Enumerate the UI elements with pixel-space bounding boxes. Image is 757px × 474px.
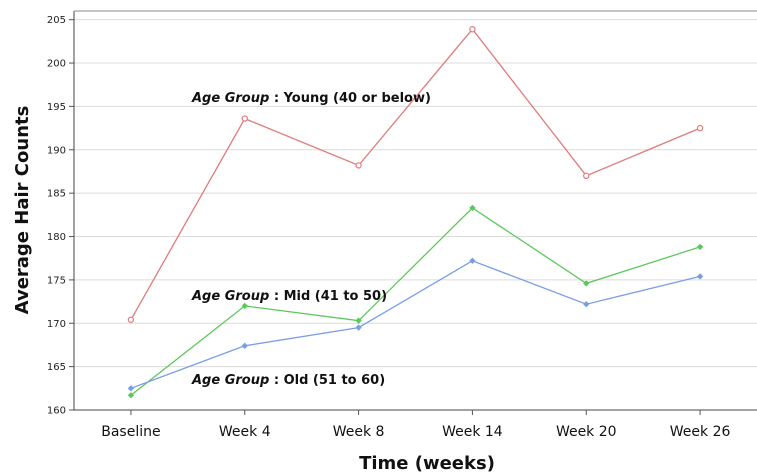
annotation-prefix: Age Group [191,289,269,304]
x-tick-label: Baseline [101,424,160,440]
series-0 [127,26,704,323]
data-point [241,115,248,122]
data-point [127,392,135,399]
x-axis-title: Time (weeks) [359,453,495,474]
series-annotation: Age Group : Mid (41 to 50) [191,289,387,304]
x-tick-label: Week 8 [333,424,385,440]
y-tick-label: 175 [47,275,66,286]
annotations: Age Group : Young (40 or below)Age Group… [191,91,431,388]
x-tick-label: Week 26 [670,424,731,440]
data-point [241,342,248,349]
data-point [469,26,476,33]
data-point [696,243,704,251]
x-tick-label: Week 20 [556,424,617,440]
annotation-separator: : [269,373,283,388]
annotation-text: Young (40 or below) [283,91,431,106]
y-tick-label: 195 [47,102,66,113]
series-line [130,207,701,396]
data-point [127,385,135,392]
y-tick-label: 185 [47,189,66,200]
series-2 [127,257,704,392]
axes: 160 165 170 175 180 185 190 195 200 205 Baseline We… [47,10,757,440]
data-point [241,302,248,310]
data-point [583,280,590,287]
series-1 [127,204,704,399]
annotation-separator: : [269,91,283,106]
x-tick-label: Week 14 [442,424,503,440]
x-tick-label: Week 4 [219,424,271,440]
series-line [130,260,701,389]
data-point [469,257,476,264]
y-tick-label: 160 [47,406,66,417]
data-point [127,316,135,323]
grid [74,19,757,411]
y-tick-label: 180 [47,232,66,243]
annotation-prefix: Age Group [191,91,269,106]
data-point [355,324,362,331]
data-point [583,301,590,308]
y-tick-label: 190 [47,145,66,156]
y-tick-label: 205 [47,15,66,26]
data-point [355,162,362,169]
series-line [130,28,701,321]
y-tick-label: 170 [47,319,66,330]
data-point [469,204,476,212]
series-layer [127,26,704,399]
data-point [696,124,704,132]
data-point [696,273,704,280]
annotation-text: Mid (41 to 50) [284,289,388,304]
y-axis-title: Average Hair Counts [12,106,33,315]
annotation-text: Old (51 to 60) [284,373,386,388]
series-annotation: Age Group : Young (40 or below) [191,91,431,106]
data-point [355,317,362,324]
y-tick-label: 200 [47,59,66,70]
data-point [583,172,590,180]
annotation-prefix: Age Group [191,373,269,388]
y-tick-label: 165 [47,362,66,373]
annotation-separator: : [269,289,283,304]
series-annotation: Age Group : Old (51 to 60) [191,373,385,388]
